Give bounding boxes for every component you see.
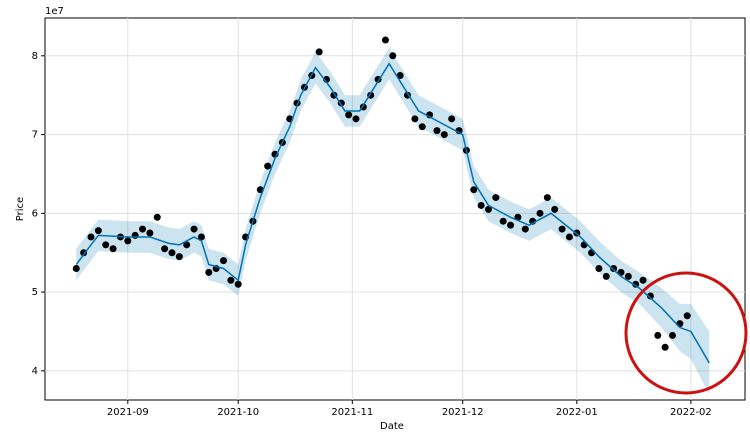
observed-point <box>72 264 80 272</box>
observed-point <box>168 249 176 257</box>
observed-point <box>558 225 566 233</box>
observed-point <box>683 312 691 320</box>
y-axis-label: Price <box>15 197 26 221</box>
observed-point <box>219 257 227 265</box>
observed-point <box>109 245 117 253</box>
x-axis-label: Date <box>380 421 404 432</box>
observed-point <box>499 217 507 225</box>
observed-point <box>639 276 647 284</box>
observed-point <box>205 268 213 276</box>
x-tick-label: 2022-02 <box>670 407 712 418</box>
observed-point <box>595 264 603 272</box>
observed-point <box>624 272 632 280</box>
observed-point <box>381 36 389 44</box>
x-tick-label: 2021-10 <box>217 407 259 418</box>
plot-frame <box>44 17 746 401</box>
observed-point <box>102 241 110 249</box>
observed-point <box>80 249 88 257</box>
observed-point <box>668 331 676 339</box>
observed-point <box>411 115 419 123</box>
x-tick-label: 2021-09 <box>107 407 149 418</box>
observed-point <box>580 241 588 249</box>
y-tick-label: 7 <box>32 130 38 141</box>
observed-point <box>536 209 544 217</box>
x-tick-label: 2022-01 <box>556 407 598 418</box>
y-tick-label: 4 <box>32 366 38 377</box>
observed-point <box>227 276 235 284</box>
y-tick-label: 5 <box>32 287 38 298</box>
observed-point <box>440 131 448 139</box>
observed-point <box>175 253 183 261</box>
observed-point <box>632 280 640 288</box>
observed-point <box>139 225 147 233</box>
x-tick-label: 2021-11 <box>331 407 373 418</box>
y-offset-label: 1e7 <box>45 6 64 17</box>
observed-point <box>676 320 684 328</box>
observed-point <box>124 237 132 245</box>
highlight-circle <box>624 271 748 395</box>
observed-point <box>87 233 95 241</box>
observed-point <box>588 249 596 257</box>
observed-point <box>507 221 515 229</box>
observed-point <box>602 272 610 280</box>
observed-point <box>661 343 669 351</box>
observed-point <box>477 201 485 209</box>
observed-point <box>352 115 360 123</box>
plot-layer <box>45 18 745 400</box>
observed-point <box>433 127 441 135</box>
observed-point <box>234 280 242 288</box>
observed-point <box>543 194 551 202</box>
observed-point <box>94 227 102 235</box>
observed-point <box>551 205 559 213</box>
observed-point <box>470 186 478 194</box>
observed-point <box>190 225 198 233</box>
observed-point <box>646 292 654 300</box>
observed-point <box>264 162 272 170</box>
y-tick-label: 8 <box>32 51 38 62</box>
observed-point <box>153 213 161 221</box>
observed-point <box>146 229 154 237</box>
observed-point <box>131 231 139 239</box>
observed-point <box>161 245 169 253</box>
observed-point <box>197 233 205 241</box>
observed-point <box>610 264 618 272</box>
observed-point <box>345 111 353 119</box>
observed-point <box>418 123 426 131</box>
observed-point <box>565 233 573 241</box>
observed-point <box>492 194 500 202</box>
observed-point <box>183 241 191 249</box>
observed-point <box>521 225 529 233</box>
y-tick-label: 6 <box>32 208 38 219</box>
uncertainty-band <box>76 47 710 395</box>
observed-point <box>389 52 397 60</box>
observed-point <box>484 205 492 213</box>
observed-point <box>448 115 456 123</box>
x-tick-label: 2021-12 <box>442 407 484 418</box>
forecast-line <box>75 62 710 364</box>
observed-point <box>315 48 323 56</box>
observed-point <box>654 331 662 339</box>
